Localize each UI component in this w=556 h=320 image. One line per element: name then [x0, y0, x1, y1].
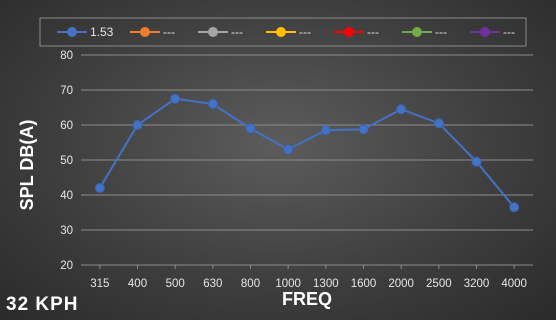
data-point	[283, 144, 294, 155]
legend-label: 1.53	[90, 25, 114, 39]
legend-marker	[480, 27, 490, 37]
data-point	[433, 118, 444, 129]
y-tick-label: 30	[60, 225, 73, 237]
x-tick-label: 400	[128, 278, 147, 290]
grid	[81, 54, 533, 266]
legend-marker	[344, 27, 354, 37]
y-tick-label: 80	[60, 50, 73, 62]
y-tick-label: 50	[60, 155, 73, 167]
y-tick-label: 20	[60, 260, 73, 272]
series-line	[98, 97, 515, 208]
y-axis-title: SPL DB(A)	[17, 120, 37, 211]
data-point	[396, 104, 407, 115]
x-tick-label: 3200	[464, 278, 490, 290]
x-axis-ticks: 315 400 500 630 800 1000 1300 1600 2000 2500 3200 4…	[90, 265, 527, 290]
data-point	[94, 183, 105, 193]
legend-marker	[276, 27, 286, 37]
legend-marker	[208, 27, 218, 37]
x-tick-label: 4000	[501, 278, 527, 290]
data-point	[320, 125, 331, 136]
series	[94, 93, 520, 213]
speed-annotation: 32 KPH	[6, 294, 79, 315]
legend-box	[39, 17, 527, 47]
x-tick-label: 2000	[388, 278, 414, 290]
x-axis-title: FREQ	[282, 289, 332, 309]
y-tick-label: 70	[60, 85, 73, 97]
legend-marker	[140, 27, 150, 37]
x-tick-label: 1000	[275, 278, 301, 290]
legend-label: ---	[231, 25, 243, 39]
x-tick-label: 1600	[351, 278, 377, 290]
legend-label: ---	[367, 25, 379, 39]
y-tick-label: 60	[60, 120, 73, 132]
legend-label: ---	[299, 25, 311, 39]
y-tick-label: 40	[60, 190, 73, 202]
x-tick-label: 800	[241, 278, 260, 290]
data-point	[132, 120, 143, 130]
data-point	[509, 202, 520, 213]
data-point	[471, 156, 482, 167]
data-point	[170, 93, 181, 104]
x-tick-label: 630	[203, 278, 222, 290]
data-point	[358, 124, 369, 135]
legend-label: ---	[503, 25, 515, 39]
x-tick-label: 1300	[313, 278, 339, 290]
x-tick-label: 500	[166, 278, 185, 290]
data-point	[245, 123, 256, 134]
legend: 1.53 --- --- --- --- --- ---	[57, 25, 515, 39]
legend-marker	[67, 27, 77, 37]
legend-label: ---	[435, 25, 447, 39]
legend-label: ---	[163, 25, 175, 39]
data-point	[207, 99, 218, 109]
y-axis-ticks: 20 30 40 50 60 70 80	[60, 50, 73, 272]
x-tick-label: 315	[90, 278, 109, 290]
x-tick-label: 2500	[426, 278, 452, 290]
legend-marker	[412, 27, 422, 37]
